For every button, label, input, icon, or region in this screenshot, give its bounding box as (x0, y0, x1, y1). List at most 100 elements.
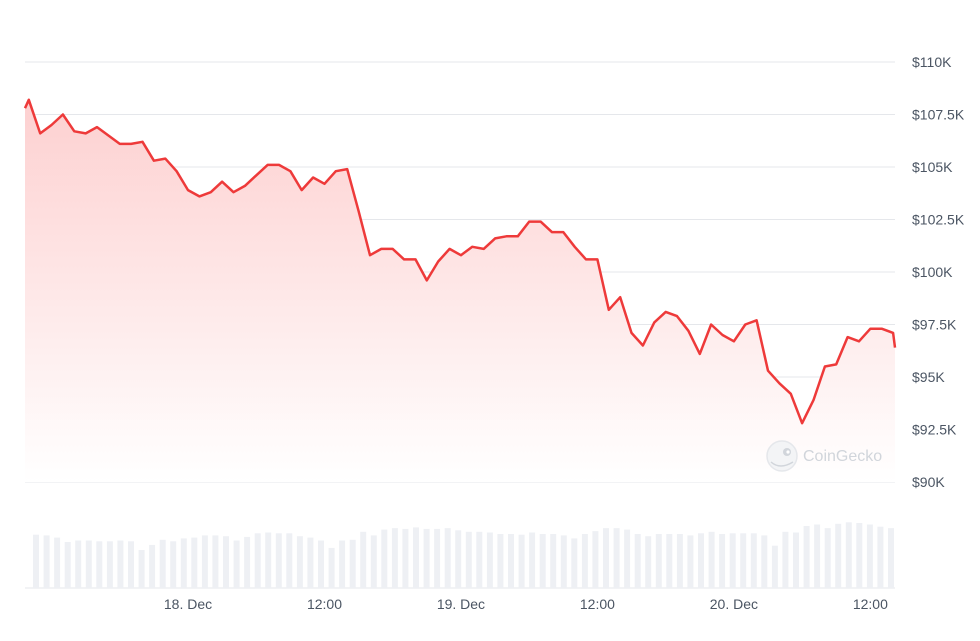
volume-bar (212, 535, 219, 588)
volume-bar (138, 550, 145, 588)
price-area-fill (25, 99, 895, 483)
volume-bar (455, 530, 462, 588)
volume-bar (750, 533, 757, 589)
volume-bar (318, 540, 324, 588)
volume-bar (233, 540, 240, 588)
volume-bar (159, 539, 166, 588)
y-tick-label: $95K (912, 369, 945, 385)
volume-bar (803, 526, 810, 588)
volume-bar (571, 538, 578, 588)
volume-bar (845, 522, 852, 588)
x-tick-label: 18. Dec (164, 596, 212, 612)
volume-bar (771, 545, 778, 588)
volume-bar (708, 531, 715, 588)
y-tick-label: $92.5K (912, 422, 957, 438)
volume-bar (624, 529, 631, 588)
volume-bar (170, 541, 177, 588)
x-axis-ticks: 18. Dec 12:00 19. Dec 12:00 20. Dec 12:00 (164, 596, 888, 612)
volume-bar (339, 540, 346, 588)
volume-bar (465, 531, 472, 588)
volume-bar (634, 534, 641, 588)
volume-bar (539, 534, 546, 588)
volume-bar (106, 541, 113, 588)
volume-bar (381, 529, 388, 588)
y-tick-label: $105K (912, 159, 953, 175)
volume-bar (128, 541, 134, 588)
volume-bar (835, 523, 842, 588)
gecko-logo-icon (766, 440, 798, 472)
x-tick-label: 19. Dec (437, 596, 485, 612)
volume-bar (729, 533, 736, 589)
volume-bar (149, 544, 156, 588)
volume-bar (486, 532, 493, 588)
volume-bar (43, 535, 50, 588)
volume-bar (201, 535, 208, 588)
volume-bar (275, 533, 282, 589)
volume-bar (856, 523, 863, 588)
volume-bar (761, 535, 768, 588)
volume-bar (581, 534, 588, 588)
volume-bar (550, 534, 557, 588)
volume-bar (64, 542, 71, 588)
volume-bar (265, 532, 272, 588)
volume-bar (307, 537, 314, 588)
volume-bar (676, 534, 683, 588)
volume-bar (698, 533, 704, 589)
volume-bar (85, 540, 92, 588)
x-tick-label: 20. Dec (710, 596, 758, 612)
volume-bar (603, 528, 609, 588)
volume-bar (434, 528, 441, 588)
volume-bar (296, 536, 303, 588)
volume-bar (96, 541, 103, 588)
volume-bar (888, 528, 894, 588)
y-tick-label: $90K (912, 474, 945, 490)
volume-bar (413, 527, 419, 588)
volume-bar (655, 534, 662, 588)
x-tick-label: 12:00 (307, 596, 342, 612)
volume-bar (740, 533, 747, 589)
x-tick-label: 12:00 (580, 596, 615, 612)
volume-bar (223, 536, 229, 588)
volume-bar (560, 535, 567, 588)
y-axis-ticks: $90K $92.5K $95K $97.5K $100K $102.5K $105K $10… (912, 54, 965, 490)
volume-bar (244, 536, 251, 588)
volume-bar (645, 536, 652, 588)
y-tick-label: $102.5K (912, 212, 965, 228)
volume-bar (444, 528, 451, 588)
volume-bar (370, 535, 377, 588)
volume-bar (328, 547, 335, 589)
volume-bar (592, 531, 599, 588)
volume-bar (613, 528, 620, 588)
volume-bar (191, 537, 198, 588)
volume-bar (423, 528, 430, 588)
watermark-text: CoinGecko (803, 448, 882, 465)
volume-bars (33, 522, 894, 589)
volume-bar (814, 524, 821, 588)
volume-bar (508, 534, 514, 588)
volume-bar (360, 531, 367, 588)
volume-bar (391, 528, 398, 588)
y-tick-label: $110K (912, 54, 952, 70)
volume-bar (75, 540, 82, 588)
volume-bar (666, 534, 673, 588)
price-series-line[interactable] (23, 98, 897, 425)
y-tick-label: $97.5K (912, 317, 957, 333)
x-tick-label: 12:00 (853, 596, 888, 612)
volume-bar (54, 537, 61, 588)
volume-bar (349, 539, 356, 588)
volume-bar (877, 526, 884, 588)
volume-bar (529, 532, 536, 588)
volume-bar (402, 528, 409, 588)
y-tick-label: $107.5K (912, 107, 965, 123)
watermark: CoinGecko (766, 440, 882, 472)
volume-bar (793, 532, 799, 588)
volume-bar (180, 538, 187, 588)
volume-bar (866, 524, 873, 588)
volume-bar (117, 540, 124, 588)
y-tick-label: $100K (912, 264, 953, 280)
volume-bar (518, 534, 525, 588)
volume-bar (286, 533, 293, 589)
volume-bar (254, 533, 261, 589)
volume-bar (687, 535, 694, 588)
